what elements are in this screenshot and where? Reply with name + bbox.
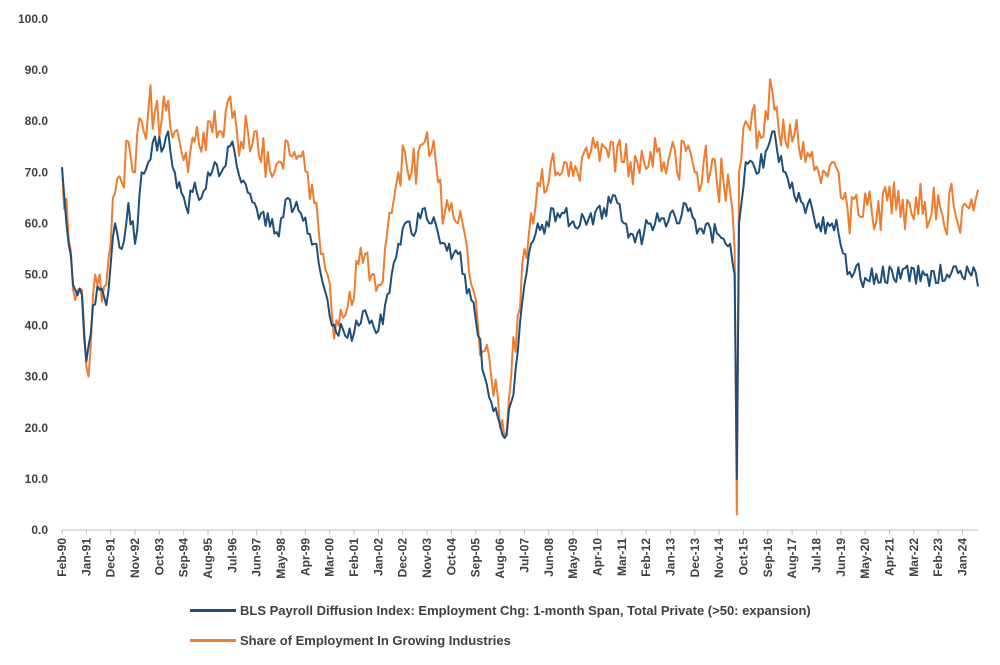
y-tick-label: 70.0	[25, 165, 49, 179]
y-tick-label: 80.0	[25, 114, 49, 128]
line-chart: 0.0 10.0 20.0 30.0 40.0 50.0 60.0 70.0 80.0 90.0 1…	[18, 12, 979, 579]
series-line-share	[61, 78, 979, 516]
y-tick-label: 100.0	[18, 12, 48, 26]
y-axis-ticks: 0.0 10.0 20.0 30.0 40.0 50.0 60.0 70.0 80.0 90.0 1…	[18, 12, 48, 537]
y-tick-label: 0.0	[31, 523, 48, 537]
x-tick-label: Sep-16	[761, 538, 775, 578]
x-tick-label: Feb-23	[931, 538, 945, 577]
x-tick-label: Jul-07	[517, 538, 531, 573]
y-tick-label: 20.0	[25, 421, 49, 435]
series-line-diffusion	[61, 130, 979, 480]
x-tick-label: Jun-19	[834, 538, 848, 577]
x-tick-label: Nov-14	[712, 538, 726, 578]
legend-label-diffusion: BLS Payroll Diffusion Index: Employment …	[240, 603, 811, 618]
y-tick-label: 30.0	[25, 370, 49, 384]
x-axis: Feb-90 Jan-91 Dec-91 Nov-92 Oct-93 Sep-94 Aug-…	[55, 529, 978, 579]
x-tick-label: Mar-22	[907, 538, 921, 577]
x-tick-label: Aug-06	[493, 538, 507, 579]
x-tick-label: Apr-10	[590, 538, 604, 576]
x-tick-label: Apr-21	[882, 538, 896, 576]
x-tick-label: Sep-94	[177, 538, 191, 578]
x-tick-label: Feb-12	[639, 538, 653, 577]
x-tick-label: Apr-99	[298, 538, 312, 576]
y-tick-label: 60.0	[25, 216, 49, 230]
x-tick-label: Feb-90	[55, 538, 69, 577]
legend-swatch-diffusion	[190, 609, 236, 612]
x-tick-label: Oct-15	[736, 538, 750, 576]
x-tick-label: May-09	[566, 538, 580, 579]
x-tick-label: Dec-02	[396, 538, 410, 578]
y-tick-label: 10.0	[25, 472, 49, 486]
series-lines	[61, 78, 979, 516]
x-tick-label: Jan-91	[79, 538, 93, 576]
x-tick-label: May-98	[274, 538, 288, 579]
x-tick-label: May-20	[858, 538, 872, 579]
y-tick-label: 90.0	[25, 63, 49, 77]
x-tick-label: Jun-08	[542, 538, 556, 577]
x-tick-label: Aug-95	[201, 538, 215, 579]
x-tick-label: Feb-01	[347, 538, 361, 577]
y-tick-label: 40.0	[25, 319, 49, 333]
legend-label-share: Share of Employment In Growing Industrie…	[240, 633, 511, 648]
x-tick-label: Aug-17	[785, 538, 799, 579]
x-tick-label: Jul-18	[809, 538, 823, 573]
x-tick-label: Jun-97	[250, 538, 264, 577]
x-tick-label: Jul-96	[225, 538, 239, 573]
x-tick-label: Nov-03	[420, 538, 434, 578]
x-tick-label: Nov-92	[128, 538, 142, 578]
x-tick-label: Mar-00	[323, 538, 337, 577]
x-tick-label: Dec-91	[104, 538, 118, 578]
legend-item-share: Share of Employment In Growing Industrie…	[190, 633, 511, 648]
x-tick-label: Jan-13	[663, 538, 677, 576]
x-tick-label: Jan-24	[956, 538, 970, 576]
x-tick-label: Oct-93	[152, 538, 166, 576]
legend-swatch-share	[190, 639, 236, 642]
x-tick-label: Jan-02	[371, 538, 385, 576]
legend-item-diffusion: BLS Payroll Diffusion Index: Employment …	[190, 603, 811, 618]
x-tick-label: Oct-04	[444, 538, 458, 576]
x-tick-label: Sep-05	[469, 538, 483, 578]
x-tick-label: Mar-11	[615, 538, 629, 576]
x-tick-label: Dec-13	[688, 538, 702, 578]
y-tick-label: 50.0	[25, 268, 49, 282]
